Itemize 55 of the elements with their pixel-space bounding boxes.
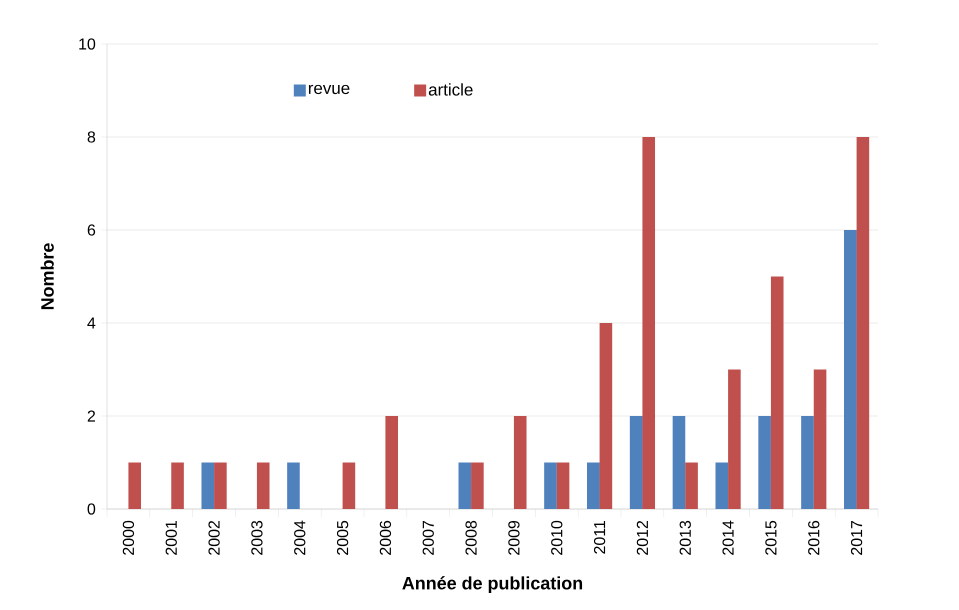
y-tick-label: 8 bbox=[88, 131, 96, 143]
x-tick-label: 2016 bbox=[808, 520, 820, 555]
bar bbox=[256, 462, 270, 509]
x-tick-label: 2006 bbox=[380, 520, 392, 555]
x-tick-label: 2008 bbox=[465, 520, 477, 555]
bar bbox=[128, 462, 142, 509]
bar bbox=[544, 462, 557, 509]
y-axis-title: Nombre bbox=[40, 243, 54, 310]
y-tick-label: 2 bbox=[88, 410, 96, 422]
bar bbox=[672, 416, 686, 509]
bar bbox=[201, 462, 214, 509]
bar bbox=[514, 416, 527, 509]
x-tick-label: 2012 bbox=[636, 520, 648, 555]
x-tick-label: 2014 bbox=[722, 520, 734, 555]
bar bbox=[814, 370, 826, 509]
x-tick-label: 2010 bbox=[551, 520, 562, 555]
y-tick-label: 6 bbox=[88, 224, 96, 236]
x-tick-label: 2003 bbox=[251, 520, 263, 555]
bar bbox=[287, 462, 300, 509]
x-tick-label: 2005 bbox=[336, 520, 348, 555]
bar bbox=[715, 462, 728, 509]
bar bbox=[844, 230, 857, 509]
bar bbox=[856, 136, 870, 509]
x-tick-label: 2001 bbox=[166, 520, 177, 555]
x-tick-label: 2002 bbox=[208, 520, 220, 555]
bar bbox=[770, 276, 784, 509]
x-tick-label: 2000 bbox=[122, 520, 134, 555]
y-tick-label: 0 bbox=[88, 503, 96, 515]
x-tick-label: 2004 bbox=[294, 520, 306, 555]
x-axis-title: Année de publication bbox=[402, 576, 582, 594]
bar bbox=[214, 462, 227, 509]
bar bbox=[556, 462, 570, 509]
bar bbox=[385, 416, 398, 509]
bar bbox=[600, 322, 612, 509]
y-tick-label: 10 bbox=[79, 38, 96, 50]
legend-label: revue bbox=[308, 84, 350, 94]
x-tick-label: 2009 bbox=[508, 520, 520, 555]
x-tick-label: 2011 bbox=[594, 520, 606, 554]
bar bbox=[642, 136, 656, 509]
legend-label: article bbox=[428, 83, 473, 96]
bar bbox=[458, 462, 472, 509]
bar bbox=[471, 462, 484, 509]
bar bbox=[728, 370, 741, 509]
x-tick-label: 2013 bbox=[680, 520, 691, 555]
bar bbox=[685, 462, 698, 509]
bar bbox=[586, 462, 600, 509]
bar bbox=[801, 416, 814, 509]
x-tick-label: 2007 bbox=[422, 520, 434, 555]
bar bbox=[342, 462, 356, 509]
bar bbox=[758, 416, 771, 509]
bar bbox=[171, 462, 184, 509]
y-tick-label: 4 bbox=[87, 318, 96, 328]
x-tick-label: 2017 bbox=[850, 520, 862, 555]
bar bbox=[630, 416, 642, 509]
x-tick-label: 2015 bbox=[765, 520, 777, 555]
